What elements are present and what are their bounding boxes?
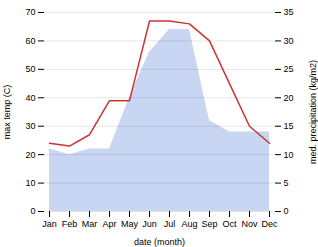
svg-text:Jul: Jul [164, 219, 176, 229]
svg-text:0: 0 [30, 206, 35, 216]
svg-text:Oct: Oct [222, 219, 237, 229]
svg-text:15: 15 [284, 121, 294, 131]
svg-text:Mar: Mar [82, 219, 98, 229]
svg-text:May: May [121, 219, 139, 229]
svg-text:max temp (C): max temp (C) [2, 85, 12, 140]
svg-text:Jan: Jan [42, 219, 57, 229]
svg-text:5: 5 [284, 178, 289, 188]
svg-text:Dec: Dec [261, 219, 278, 229]
svg-text:30: 30 [284, 36, 294, 46]
svg-text:Apr: Apr [102, 219, 116, 229]
svg-text:10: 10 [25, 178, 35, 188]
svg-text:Sep: Sep [201, 219, 217, 229]
svg-text:20: 20 [25, 150, 35, 160]
svg-text:Nov: Nov [241, 219, 258, 229]
svg-text:70: 70 [25, 7, 35, 17]
svg-text:25: 25 [284, 64, 294, 74]
svg-text:med. precipitation (kg/m2): med. precipitation (kg/m2) [308, 60, 318, 164]
svg-text:30: 30 [25, 121, 35, 131]
svg-text:40: 40 [25, 93, 35, 103]
svg-text:Aug: Aug [181, 219, 197, 229]
svg-text:Feb: Feb [62, 219, 78, 229]
svg-text:10: 10 [284, 150, 294, 160]
svg-text:0: 0 [284, 206, 289, 216]
svg-text:Jun: Jun [142, 219, 157, 229]
svg-text:20: 20 [284, 93, 294, 103]
svg-text:60: 60 [25, 36, 35, 46]
svg-text:35: 35 [284, 7, 294, 17]
svg-text:date (month): date (month) [134, 237, 185, 247]
svg-text:50: 50 [25, 64, 35, 74]
